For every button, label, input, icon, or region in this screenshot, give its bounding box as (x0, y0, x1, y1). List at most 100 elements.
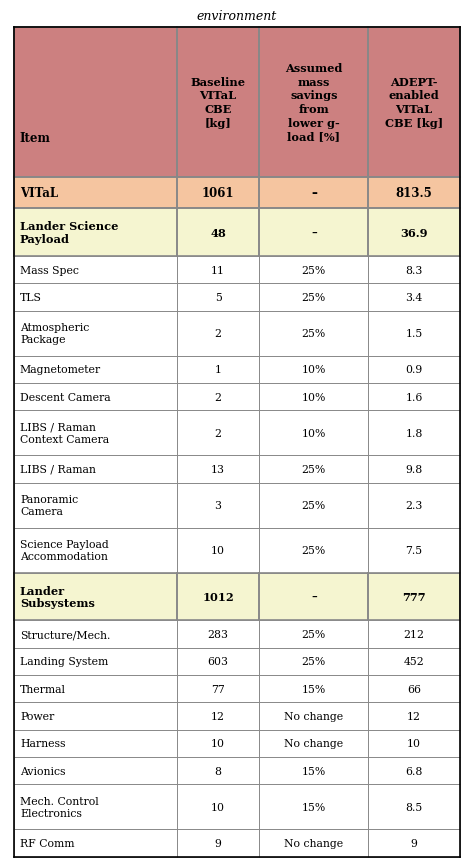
Bar (368, 757, 460, 784)
Text: 9.8: 9.8 (405, 464, 423, 474)
Bar (259, 411, 368, 455)
Bar (14, 177, 177, 209)
Text: 77: 77 (211, 684, 225, 694)
Bar (177, 829, 259, 857)
Bar (14, 257, 177, 284)
Bar (14, 648, 177, 675)
Text: 3: 3 (215, 500, 221, 511)
Text: 15%: 15% (302, 802, 326, 812)
Bar (259, 455, 368, 483)
Text: 66: 66 (407, 684, 421, 694)
Bar (259, 28, 368, 177)
Bar (368, 455, 460, 483)
Bar (14, 528, 177, 573)
Text: 2.3: 2.3 (405, 500, 423, 511)
Bar (177, 573, 259, 621)
Bar (259, 257, 368, 284)
Text: VITaL: VITaL (20, 187, 58, 200)
Text: LIBS / Raman: LIBS / Raman (20, 464, 96, 474)
Bar (259, 528, 368, 573)
Text: 25%: 25% (302, 464, 326, 474)
Text: 10: 10 (211, 802, 225, 812)
Bar (368, 573, 460, 621)
Text: 25%: 25% (302, 657, 326, 666)
Text: Lander Science
Payload: Lander Science Payload (20, 221, 118, 245)
Bar (177, 28, 259, 177)
Text: 8.3: 8.3 (405, 265, 423, 276)
Bar (368, 829, 460, 857)
Bar (177, 177, 259, 209)
Text: Science Payload
Accommodation: Science Payload Accommodation (20, 540, 109, 561)
Text: 12: 12 (211, 711, 225, 722)
Bar (177, 257, 259, 284)
Text: 9: 9 (410, 838, 418, 848)
Text: 25%: 25% (302, 265, 326, 276)
Bar (177, 383, 259, 411)
Bar (259, 209, 368, 257)
Bar (177, 311, 259, 356)
Text: –: – (311, 187, 317, 200)
Bar (368, 703, 460, 730)
Bar (259, 648, 368, 675)
Text: 2: 2 (215, 428, 221, 438)
Text: No change: No change (284, 711, 344, 722)
Bar (177, 621, 259, 648)
Text: Harness: Harness (20, 739, 65, 748)
Bar (368, 528, 460, 573)
Text: Structure/Mech.: Structure/Mech. (20, 629, 110, 640)
Text: 15%: 15% (302, 765, 326, 776)
Text: Panoramic
Camera: Panoramic Camera (20, 495, 78, 517)
Text: Assumed
mass
savings
from
lower g-
load [%]: Assumed mass savings from lower g- load … (285, 63, 343, 142)
Bar (14, 455, 177, 483)
Bar (14, 829, 177, 857)
Bar (259, 284, 368, 311)
Text: 9: 9 (215, 838, 221, 848)
Bar (259, 621, 368, 648)
Text: 13: 13 (211, 464, 225, 474)
Bar (14, 621, 177, 648)
Text: No change: No change (284, 838, 344, 848)
Text: 1061: 1061 (202, 187, 234, 200)
Bar (368, 730, 460, 757)
Bar (368, 675, 460, 703)
Text: Atmospheric
Package: Atmospheric Package (20, 323, 89, 344)
Bar (368, 784, 460, 829)
Text: Mass Spec: Mass Spec (20, 265, 79, 276)
Bar (368, 648, 460, 675)
Text: Thermal: Thermal (20, 684, 66, 694)
Text: 25%: 25% (302, 500, 326, 511)
Text: Avionics: Avionics (20, 765, 65, 776)
Bar (368, 209, 460, 257)
Bar (14, 209, 177, 257)
Text: 0.9: 0.9 (405, 365, 423, 375)
Text: 25%: 25% (302, 546, 326, 555)
Bar (177, 209, 259, 257)
Text: 6.8: 6.8 (405, 765, 423, 776)
Bar (368, 356, 460, 383)
Text: 813.5: 813.5 (396, 187, 432, 200)
Bar (368, 284, 460, 311)
Bar (368, 28, 460, 177)
Bar (177, 757, 259, 784)
Text: ADEPT-
enabled
VITaL
CBE [kg]: ADEPT- enabled VITaL CBE [kg] (385, 77, 443, 128)
Text: 10: 10 (211, 739, 225, 748)
Text: 8.5: 8.5 (405, 802, 423, 812)
Text: 452: 452 (404, 657, 425, 666)
Text: 25%: 25% (302, 329, 326, 338)
Bar (14, 356, 177, 383)
Bar (177, 648, 259, 675)
Bar (14, 411, 177, 455)
Text: 3.4: 3.4 (405, 293, 423, 302)
Bar (14, 573, 177, 621)
Bar (177, 483, 259, 528)
Bar (368, 177, 460, 209)
Bar (259, 311, 368, 356)
Bar (368, 257, 460, 284)
Bar (177, 730, 259, 757)
Text: 1.6: 1.6 (405, 392, 423, 402)
Text: Item: Item (20, 132, 51, 145)
Bar (14, 703, 177, 730)
Text: RF Comm: RF Comm (20, 838, 74, 848)
Text: 10%: 10% (301, 392, 326, 402)
Bar (14, 383, 177, 411)
